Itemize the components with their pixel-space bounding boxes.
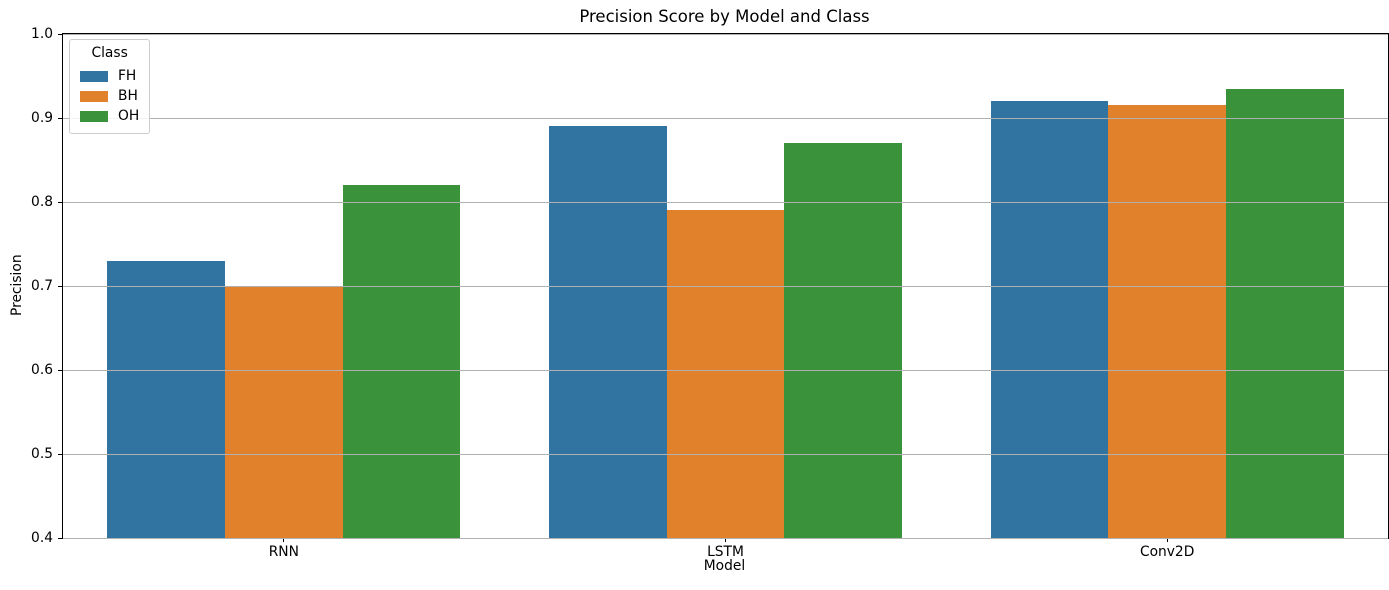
bar-lstm-oh — [784, 143, 903, 538]
y-tick-0.6 — [58, 369, 62, 371]
bar-lstm-bh — [666, 210, 785, 538]
x-tick-label-rnn: RNN — [268, 544, 299, 560]
y-tick-label-1: 1.0 — [31, 26, 53, 42]
legend: Class FH BH OH — [69, 39, 151, 134]
legend-label-oh: OH — [118, 107, 140, 124]
y-tick-label-0.4: 0.4 — [31, 530, 53, 546]
x-tick-label-conv2d: Conv2D — [1139, 544, 1195, 560]
y-tick-1 — [58, 33, 62, 35]
plot-area: Class FH BH OH 0.4 0.5 0.6 0.7 0.8 0.9 1.0 RNN LST… — [31, 27, 1389, 560]
gridline-0.7 — [63, 285, 1388, 287]
legend-entry-oh: OH — [80, 106, 139, 126]
gridline-0.5 — [63, 453, 1388, 455]
legend-entries: FH BH OH — [80, 66, 139, 126]
y-tick-0.5 — [58, 453, 62, 455]
gridline-0.4 — [63, 537, 1388, 539]
x-tick-label-lstm: LSTM — [707, 544, 744, 560]
chart-title: Precision Score by Model and Class — [579, 7, 870, 26]
bar-rnn-fh — [107, 260, 225, 538]
y-tick-0.4 — [58, 537, 62, 539]
gridline-1 — [63, 33, 1388, 35]
legend-entry-fh: FH — [80, 66, 139, 86]
x-tick-rnn — [283, 538, 285, 542]
x-tick-conv2d — [1166, 538, 1168, 542]
legend-title: Class — [91, 45, 128, 61]
y-tick-label-0.9: 0.9 — [31, 110, 53, 126]
x-axis-label: Model — [703, 558, 746, 574]
gridline-0.8 — [63, 201, 1388, 203]
gridline-0.9 — [63, 117, 1388, 119]
y-tick-label-0.7: 0.7 — [31, 278, 53, 294]
y-tick-label-0.6: 0.6 — [31, 362, 53, 378]
legend-label-bh: BH — [118, 87, 138, 104]
y-tick-label-0.5: 0.5 — [31, 446, 53, 462]
bar-conv2d-fh — [990, 101, 1109, 538]
legend-swatch-fh — [80, 70, 108, 82]
y-tick-0.7 — [58, 285, 62, 287]
x-tick-lstm — [725, 538, 726, 542]
bar-rnn-oh — [342, 185, 461, 538]
legend-entry-bh: BH — [80, 86, 139, 106]
legend-swatch-oh — [80, 110, 108, 122]
bar-conv2d-bh — [1108, 105, 1227, 538]
legend-label-fh: FH — [118, 67, 137, 84]
y-tick-label-0.8: 0.8 — [31, 194, 53, 210]
y-tick-0.8 — [58, 201, 62, 203]
gridline-0.6 — [63, 369, 1388, 371]
bar-rnn-bh — [224, 286, 343, 538]
bar-lstm-fh — [548, 126, 667, 538]
legend-swatch-bh — [80, 90, 108, 102]
bar-conv2d-oh — [1226, 88, 1344, 538]
y-tick-0.9 — [58, 117, 62, 119]
